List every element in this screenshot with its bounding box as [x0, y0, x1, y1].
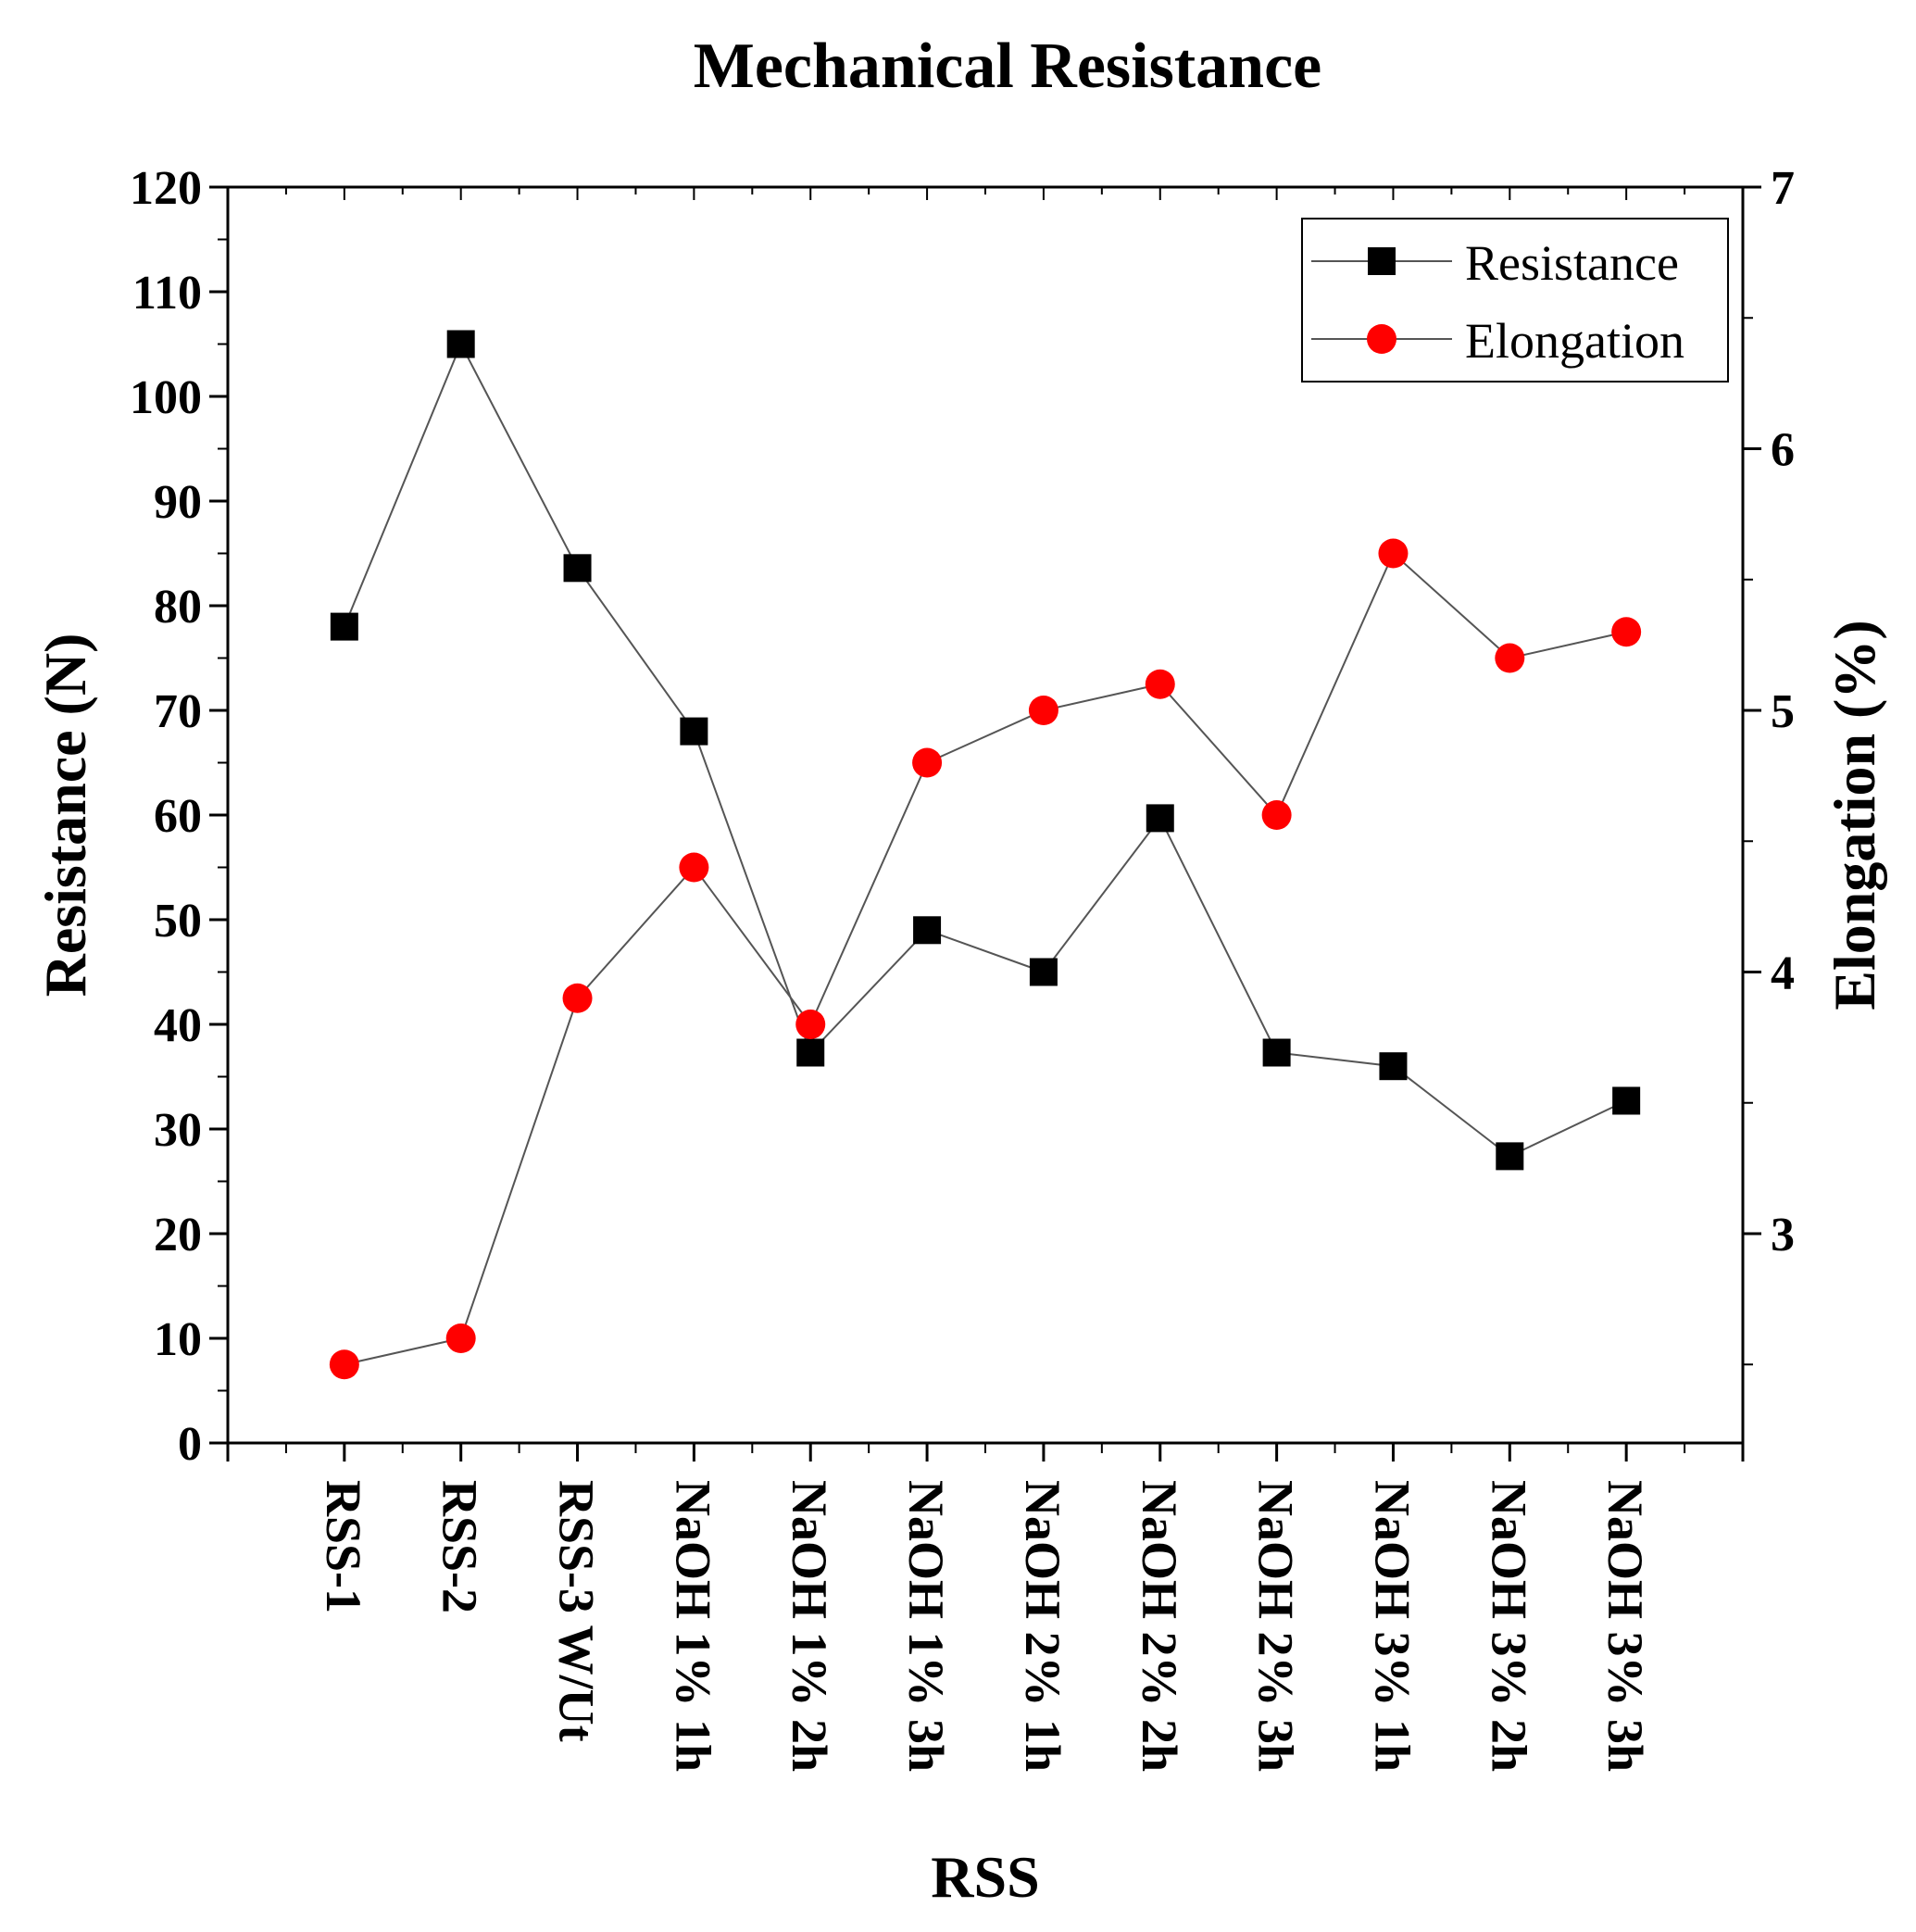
y-tick-label: 120	[130, 162, 202, 215]
resistance-point	[1496, 1142, 1524, 1171]
x-tick-label: RSS-3 W/Ut	[549, 1480, 605, 1742]
bottom-axis: RSS-1 RSS-2 RSS-3 W/Ut NaOH 1% 1h NaOH 1% 2h…	[226, 1443, 1745, 1772]
elongation-point	[1145, 669, 1175, 699]
y-tick-label: 40	[154, 999, 202, 1052]
left-axis: 0 10 20 30 40 50 60 70 80 90 100 110 120	[130, 162, 228, 1471]
resistance-point	[913, 916, 942, 945]
elongation-point	[329, 1349, 359, 1380]
elongation-point	[1495, 643, 1525, 673]
resistance-point	[1262, 1038, 1291, 1067]
x-tick-label: RSS-1	[316, 1480, 371, 1613]
top-axis	[227, 187, 1744, 200]
x-tick-label: NaOH 1% 2h	[782, 1480, 837, 1772]
right-axis: 3 4 5 6 7	[1743, 162, 1795, 1366]
y-tick-label: 110	[132, 267, 202, 320]
x-tick-label: NaOH 2% 3h	[1248, 1480, 1304, 1772]
y-tick-label: 0	[178, 1418, 202, 1471]
elongation-point	[912, 747, 943, 778]
resistance-point	[1029, 958, 1058, 986]
y-tick-label: 70	[154, 685, 202, 738]
chart-title: Mechanical Resistance	[694, 31, 1321, 102]
y-tick-label: 20	[154, 1209, 202, 1261]
y2-tick-label: 5	[1771, 685, 1795, 738]
elongation-point	[562, 983, 593, 1013]
x-tick-label: NaOH 2% 1h	[1015, 1480, 1071, 1772]
y2-tick-label: 7	[1771, 162, 1795, 215]
elongation-point	[679, 852, 709, 883]
resistance-point	[1379, 1052, 1408, 1081]
resistance-point	[330, 612, 358, 641]
resistance-point	[1146, 804, 1174, 833]
elongation-point	[1611, 617, 1642, 647]
resistance-point	[796, 1038, 825, 1067]
elongation-line	[344, 551, 1627, 1366]
legend-resistance-label: Resistance	[1465, 235, 1679, 291]
y2-tick-label: 3	[1771, 1209, 1795, 1261]
y-tick-label: 30	[154, 1104, 202, 1157]
x-tick-label: NaOH 3% 1h	[1364, 1480, 1420, 1772]
elongation-point	[1028, 696, 1058, 725]
legend-box	[1301, 218, 1729, 383]
elongation-point	[1378, 538, 1409, 569]
elongation-point	[1261, 800, 1292, 830]
legend-elongation-marker	[1367, 324, 1396, 354]
elongation-point	[795, 1010, 826, 1039]
resistance-point	[563, 554, 592, 583]
y-tick-label: 50	[154, 895, 202, 947]
legend-resistance-marker	[1368, 247, 1396, 275]
y-tick-label: 100	[130, 371, 202, 424]
y2-tick-label: 4	[1771, 947, 1795, 1000]
y2-axis-label: Elongation (%)	[1822, 620, 1887, 1010]
y-tick-label: 60	[154, 790, 202, 843]
resistance-point	[680, 717, 708, 746]
x-tick-label: NaOH 3% 2h	[1481, 1480, 1536, 1772]
resistance-point	[446, 330, 475, 358]
elongation-point	[445, 1324, 476, 1353]
x-tick-label: NaOH 1% 1h	[665, 1480, 720, 1772]
legend-elongation-label: Elongation	[1465, 313, 1684, 369]
x-axis-label: RSS	[931, 1844, 1039, 1910]
resistance-point	[1612, 1086, 1641, 1115]
y-tick-label: 80	[154, 581, 202, 634]
legend: Resistance Elongation	[1301, 218, 1729, 383]
x-tick-label: NaOH 2% 2h	[1132, 1480, 1187, 1772]
x-tick-label: RSS-2	[432, 1480, 488, 1613]
y-tick-label: 10	[154, 1313, 202, 1366]
x-tick-label: NaOH 1% 3h	[898, 1480, 954, 1772]
y2-tick-label: 6	[1771, 424, 1795, 477]
resistance-line	[343, 342, 1627, 1158]
y-tick-label: 90	[154, 476, 202, 529]
x-tick-label: NaOH 3% 3h	[1597, 1480, 1653, 1772]
y-axis-label: Resistance (N)	[32, 634, 98, 997]
series-layer	[329, 330, 1642, 1380]
